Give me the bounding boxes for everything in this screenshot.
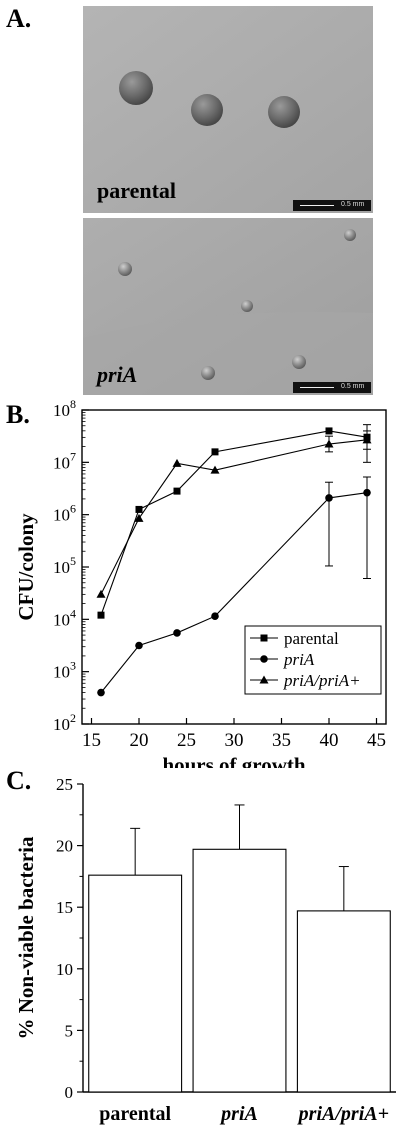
micrograph-pria: priA 0.5 mm <box>83 218 373 395</box>
y-tick-label: 0 <box>65 1083 74 1102</box>
y-axis-label: CFU/colony <box>14 513 38 621</box>
y-tick-label: 107 <box>53 449 76 472</box>
micrograph-label-parental: parental <box>97 178 177 203</box>
data-point-triangle <box>210 465 220 474</box>
category-label: priA <box>219 1103 258 1125</box>
y-tick-label: 105 <box>53 554 76 577</box>
legend-entry: parental <box>284 629 339 648</box>
x-tick-label: 15 <box>82 730 101 751</box>
y-tick-label: 102 <box>53 711 76 734</box>
y-tick-label: 15 <box>56 898 73 917</box>
data-point-circle <box>363 488 371 497</box>
category-label: priA/priA+ <box>297 1103 389 1125</box>
category-label: parental <box>99 1103 171 1125</box>
x-tick-label: 25 <box>177 730 196 751</box>
x-tick-label: 20 <box>130 730 149 751</box>
panel-c-letter: C. <box>6 766 32 795</box>
micrograph-pria-image <box>83 218 373 395</box>
viability-chart: 0 5 10 15 20 25 % Non-viable bacteria parental p… <box>14 775 396 1125</box>
data-point-triangle <box>172 458 182 467</box>
colony <box>292 355 306 369</box>
series-line-0 <box>100 430 368 616</box>
data-point-circle <box>260 655 268 663</box>
data-point-square <box>325 427 333 435</box>
legend-entry: priA <box>283 650 315 669</box>
data-point-triangle <box>259 675 269 684</box>
bar-1 <box>192 848 287 1093</box>
x-tick-label: 35 <box>272 730 291 751</box>
growth-chart: 15 20 25 30 35 40 45 102 103 104 105 106 107 108 hours… <box>14 398 387 768</box>
y-tick-label: 20 <box>56 837 73 856</box>
data-point-triangle <box>96 589 106 598</box>
data-point-triangle <box>324 439 334 448</box>
scale-bar: 0.5 mm <box>293 200 371 211</box>
legend-entry: priA/priA+ <box>283 671 361 690</box>
y-tick-label: 104 <box>53 606 76 629</box>
bar-2 <box>296 910 391 1093</box>
data-point-circle <box>97 688 105 697</box>
x-tick-label: 30 <box>225 730 244 751</box>
x-axis-label: hours of growth <box>162 753 305 768</box>
panel-a-letter: A. <box>6 4 32 33</box>
data-point-circle <box>211 612 219 620</box>
y-tick-label: 108 <box>53 398 76 420</box>
colony <box>268 96 300 128</box>
data-point-triangle <box>362 435 372 444</box>
y-tick-label: 103 <box>53 659 76 682</box>
colony <box>119 71 153 105</box>
scale-bar-text: 0.5 mm <box>341 383 365 390</box>
series-line-2 <box>100 439 368 595</box>
data-point-square <box>260 634 268 642</box>
colony <box>191 94 223 126</box>
bar-0 <box>88 874 183 1093</box>
x-tick-label: 45 <box>367 730 386 751</box>
x-tick-label: 40 <box>320 730 339 751</box>
micrograph-parental-image <box>83 6 373 213</box>
y-tick-label: 10 <box>56 960 73 979</box>
micrograph-parental: parental 0.5 mm <box>83 6 373 213</box>
y-tick-label: 106 <box>53 502 76 525</box>
data-point-square <box>211 448 219 456</box>
panel-b-letter: B. <box>6 400 30 429</box>
y-tick-label: 25 <box>56 775 73 794</box>
colony <box>118 262 132 276</box>
series-line-1 <box>100 492 368 693</box>
scale-bar: 0.5 mm <box>293 382 371 393</box>
y-axis-label: % Non-viable bacteria <box>14 836 38 1039</box>
data-point-square <box>97 611 105 619</box>
data-point-square <box>135 505 143 513</box>
data-point-circle <box>173 629 181 637</box>
colony <box>344 229 356 241</box>
colony <box>241 300 253 312</box>
data-point-triangle <box>134 513 144 522</box>
data-point-circle <box>325 494 333 502</box>
data-point-circle <box>135 641 143 650</box>
y-tick-label: 5 <box>65 1021 74 1040</box>
colony <box>201 366 215 380</box>
scale-bar-text: 0.5 mm <box>341 201 365 208</box>
micrograph-label-pria: priA <box>97 362 138 387</box>
data-point-square <box>173 487 181 495</box>
